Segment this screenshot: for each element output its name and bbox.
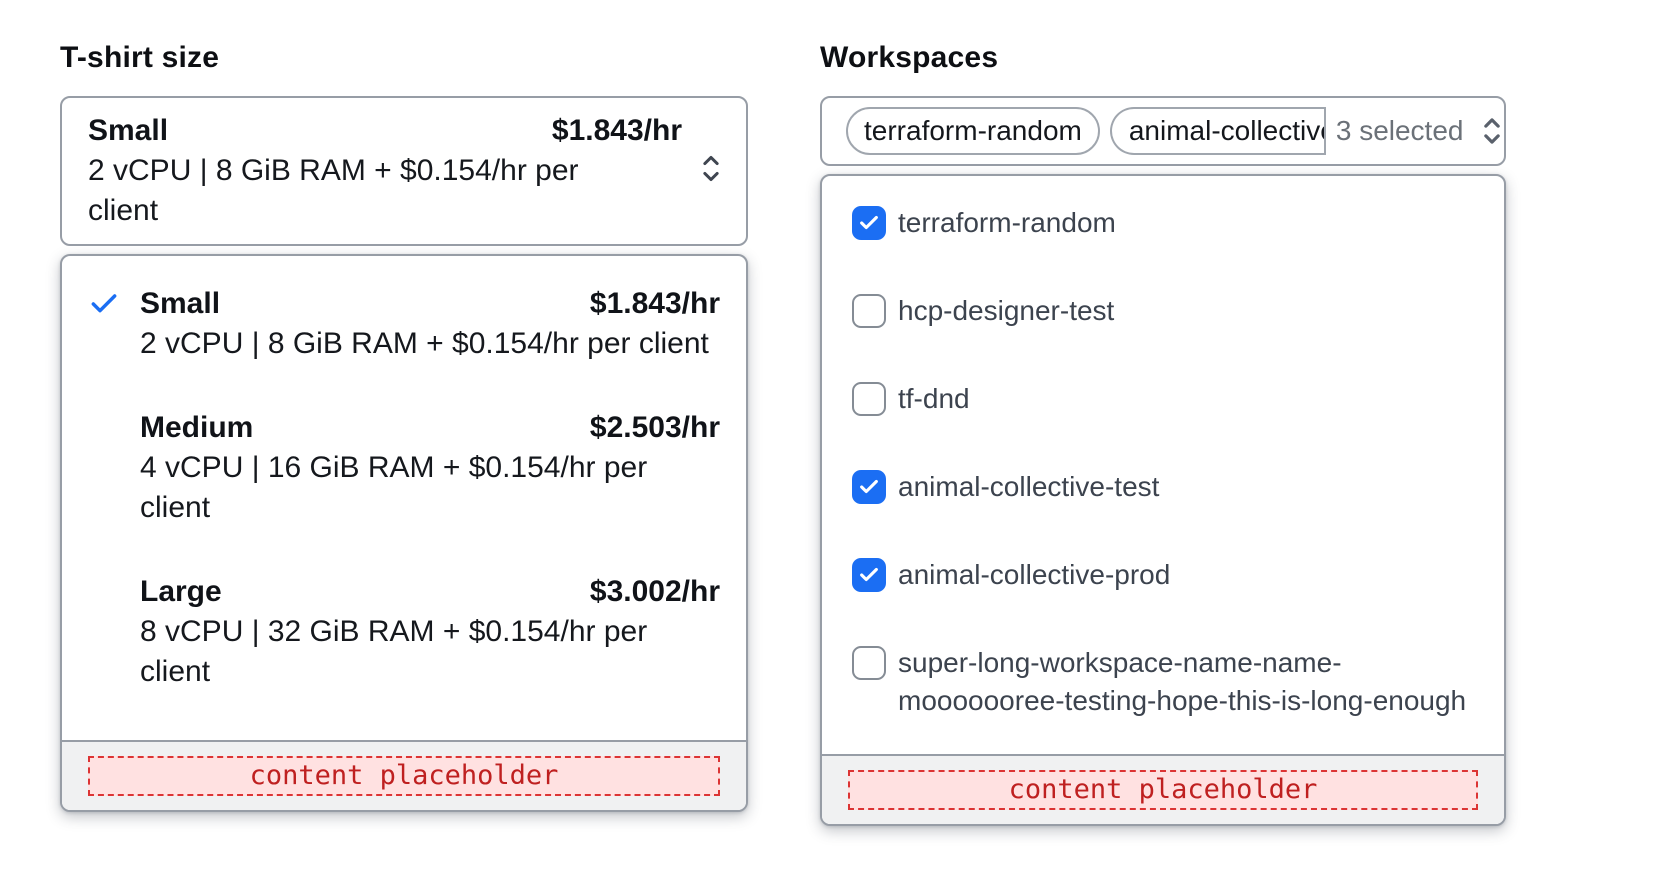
workspace-option-hcp-designer-test[interactable]: hcp-designer-test [852,292,1478,330]
workspace-option-animal-collective-test[interactable]: animal-collective-test [852,468,1478,506]
tag-animal-collective: animal-collective [1109,107,1326,155]
option-description: 8 vCPU | 32 GiB RAM + $0.154/hr per clie… [140,615,648,688]
workspace-option-label: hcp-designer-test [898,295,1115,326]
workspace-option-label: tf-dnd [898,383,970,414]
tshirt-select-trigger[interactable]: Small $1.843/hr 2 vCPU | 8 GiB RAM + $0.… [60,96,748,246]
checkbox-checked-icon[interactable] [852,470,886,504]
tag-terraform-random: terraform-random [846,107,1100,155]
checkbox-checked-icon[interactable] [852,206,886,240]
workspace-option-super-long[interactable]: super-long-workspace-name-name-moooooore… [852,644,1478,720]
tshirt-option-large[interactable]: Large $3.002/hr 8 vCPU | 32 GiB RAM + $0… [88,572,720,692]
option-title: Small [140,287,221,320]
workspace-option-tf-dnd[interactable]: tf-dnd [852,380,1478,418]
workspace-option-label: animal-collective-prod [898,559,1171,590]
tshirt-trigger-title: Small [88,114,169,147]
workspace-option-animal-collective-prod[interactable]: animal-collective-prod [852,556,1478,594]
content-placeholder: content placeholder [848,770,1478,810]
option-description: 2 vCPU | 8 GiB RAM + $0.154/hr per clien… [140,327,709,360]
workspaces-label: Workspaces [820,41,999,74]
workspaces-option-list: terraform-random hcp-designer-test tf-dn… [822,176,1504,754]
workspaces-dropdown-panel: terraform-random hcp-designer-test tf-dn… [820,174,1506,826]
option-title: Medium [140,411,254,444]
content-placeholder: content placeholder [88,756,720,796]
check-icon [88,284,140,364]
workspace-option-label: terraform-random [898,207,1116,238]
tshirt-trigger-head: Small $1.843/hr [88,111,682,151]
option-price: $3.002/hr [589,575,720,608]
tshirt-option-small[interactable]: Small $1.843/hr 2 vCPU | 8 GiB RAM + $0.… [88,284,720,364]
workspace-option-label: super-long-workspace-name-name-moooooore… [898,647,1467,716]
workspace-option-terraform-random[interactable]: terraform-random [852,204,1478,242]
option-description: 4 vCPU | 16 GiB RAM + $0.154/hr per clie… [140,451,648,524]
chevrons-up-down-icon [1477,115,1507,147]
option-price: $2.503/hr [589,411,720,444]
tshirt-trigger-description: 2 vCPU | 8 GiB RAM + $0.154/hr per clien… [88,154,579,227]
tshirt-dropdown-panel: Small $1.843/hr 2 vCPU | 8 GiB RAM + $0.… [60,254,748,812]
tshirt-size-label: T-shirt size [60,41,220,74]
checkbox-unchecked-icon[interactable] [852,294,886,328]
workspaces-dropdown-footer: content placeholder [822,754,1504,824]
chevrons-up-down-icon [696,153,726,190]
workspaces-field: Workspaces terraform-random animal-colle… [820,38,1506,826]
tshirt-option-medium[interactable]: Medium $2.503/hr 4 vCPU | 16 GiB RAM + $… [88,408,720,528]
workspace-option-label: animal-collective-test [898,471,1160,502]
checkbox-unchecked-icon[interactable] [852,646,886,680]
workspaces-select-trigger[interactable]: terraform-random animal-collective 3 sel… [820,96,1506,166]
option-price: $1.843/hr [589,287,720,320]
checkbox-checked-icon[interactable] [852,558,886,592]
tshirt-size-field: T-shirt size Small $1.843/hr 2 vCPU | 8 … [60,38,748,812]
selected-count: 3 selected [1335,115,1464,146]
tshirt-option-list: Small $1.843/hr 2 vCPU | 8 GiB RAM + $0.… [62,256,746,740]
tshirt-dropdown-footer: content placeholder [62,740,746,810]
option-title: Large [140,575,222,608]
checkbox-unchecked-icon[interactable] [852,382,886,416]
tshirt-trigger-price: $1.843/hr [551,114,682,147]
